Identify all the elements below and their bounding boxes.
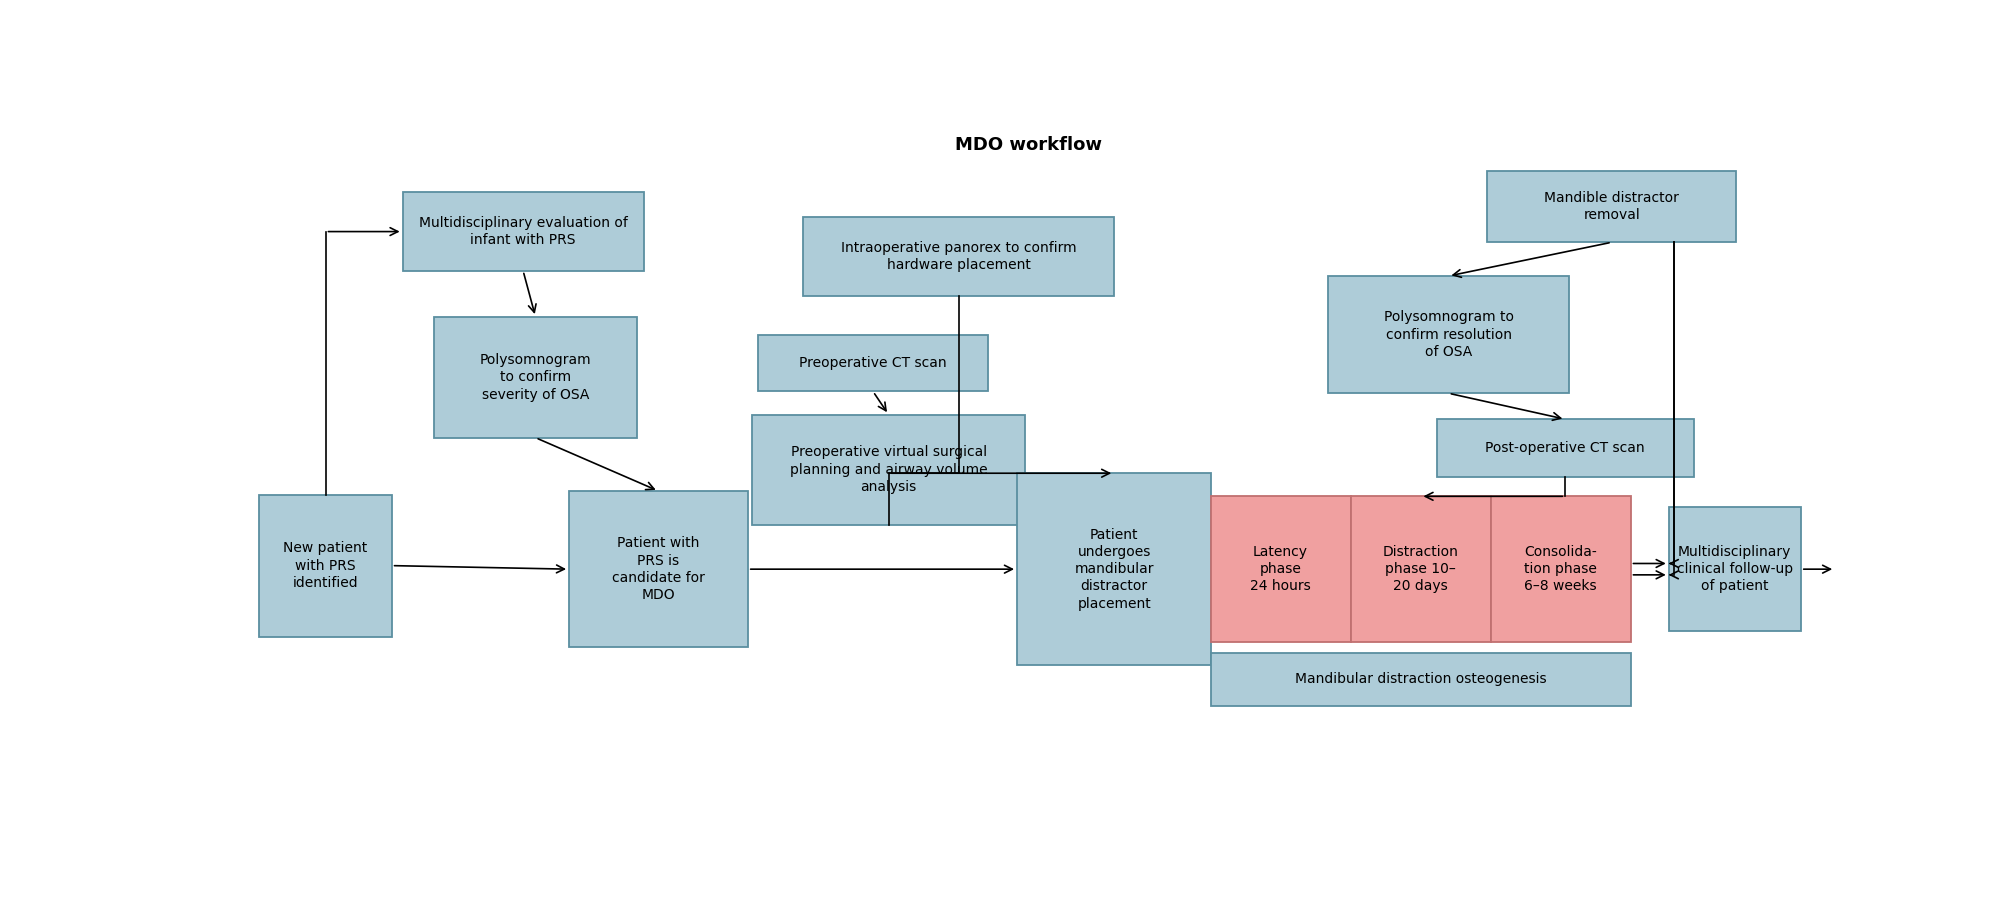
Bar: [1491, 497, 1630, 642]
Bar: [434, 317, 636, 438]
Bar: [1437, 419, 1694, 477]
Text: Polysomnogram
to confirm
severity of OSA: Polysomnogram to confirm severity of OSA: [480, 353, 592, 402]
Text: Multidisciplinary
clinical follow-up
of patient: Multidisciplinary clinical follow-up of …: [1676, 545, 1792, 593]
Bar: [1487, 171, 1736, 242]
Text: Multidisciplinary evaluation of
infant with PRS: Multidisciplinary evaluation of infant w…: [419, 216, 628, 247]
Text: Mandibular distraction osteogenesis: Mandibular distraction osteogenesis: [1295, 672, 1545, 687]
Bar: [803, 218, 1114, 295]
Text: Consolida-
tion phase
6–8 weeks: Consolida- tion phase 6–8 weeks: [1523, 545, 1598, 593]
Text: Preoperative CT scan: Preoperative CT scan: [799, 356, 947, 370]
Text: MDO workflow: MDO workflow: [955, 136, 1102, 153]
Text: New patient
with PRS
identified: New patient with PRS identified: [283, 541, 367, 590]
Bar: [1329, 276, 1569, 393]
Bar: [1018, 473, 1212, 665]
Bar: [1210, 653, 1630, 706]
Text: Preoperative virtual surgical
planning and airway volume
analysis: Preoperative virtual surgical planning a…: [791, 446, 987, 494]
Bar: [1351, 497, 1491, 642]
Bar: [568, 491, 749, 647]
Text: Distraction
phase 10–
20 days: Distraction phase 10– 20 days: [1383, 545, 1459, 593]
Text: Mandible distractor
removal: Mandible distractor removal: [1545, 191, 1680, 222]
Bar: [753, 414, 1026, 525]
Bar: [759, 335, 987, 391]
Text: Patient
undergoes
mandibular
distractor
placement: Patient undergoes mandibular distractor …: [1074, 528, 1154, 611]
Text: Post-operative CT scan: Post-operative CT scan: [1485, 441, 1646, 455]
Text: Polysomnogram to
confirm resolution
of OSA: Polysomnogram to confirm resolution of O…: [1383, 310, 1513, 359]
Bar: [403, 193, 644, 270]
Text: Intraoperative panorex to confirm
hardware placement: Intraoperative panorex to confirm hardwa…: [841, 241, 1076, 272]
Bar: [1668, 507, 1800, 631]
Text: Patient with
PRS is
candidate for
MDO: Patient with PRS is candidate for MDO: [612, 536, 704, 602]
Bar: [1210, 497, 1351, 642]
Text: Latency
phase
24 hours: Latency phase 24 hours: [1250, 545, 1311, 593]
Bar: [259, 495, 391, 637]
